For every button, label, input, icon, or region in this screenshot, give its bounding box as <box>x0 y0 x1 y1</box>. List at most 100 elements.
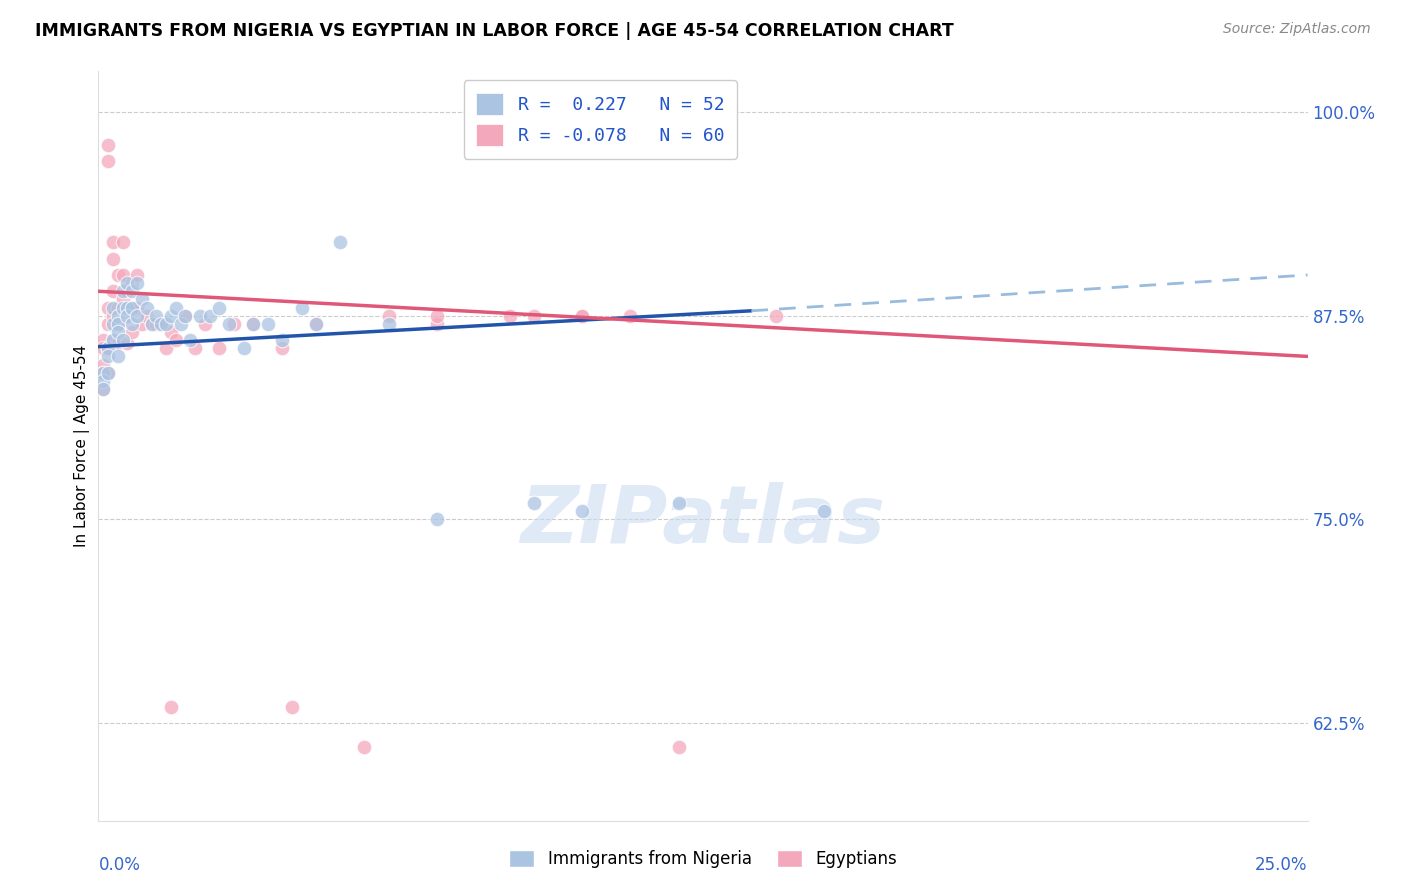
Point <box>242 317 264 331</box>
Point <box>222 317 245 331</box>
Point <box>194 317 217 331</box>
Point <box>101 235 124 250</box>
Point <box>107 317 129 331</box>
Point <box>256 317 278 331</box>
Point <box>155 341 177 355</box>
Point <box>141 317 163 331</box>
Y-axis label: In Labor Force | Age 45-54: In Labor Force | Age 45-54 <box>75 345 90 547</box>
Point <box>91 358 114 372</box>
Point <box>174 309 197 323</box>
Point <box>127 276 149 290</box>
Point <box>127 309 149 323</box>
Legend: Immigrants from Nigeria, Egyptians: Immigrants from Nigeria, Egyptians <box>502 843 904 875</box>
Point <box>668 496 690 510</box>
Point <box>117 285 139 299</box>
Point <box>145 309 167 323</box>
Point <box>101 333 124 347</box>
Point <box>91 366 114 380</box>
Point <box>165 301 187 315</box>
Point <box>208 301 231 315</box>
Point <box>377 309 399 323</box>
Point <box>111 333 134 347</box>
Point <box>111 285 134 299</box>
Point <box>101 285 124 299</box>
Point <box>426 512 449 526</box>
Point <box>160 325 183 339</box>
Point <box>208 341 231 355</box>
Point <box>160 309 183 323</box>
Point <box>184 341 207 355</box>
Point <box>377 317 399 331</box>
Point <box>169 317 191 331</box>
Point <box>179 333 201 347</box>
Point <box>97 137 120 152</box>
Point <box>426 309 449 323</box>
Point <box>97 301 120 315</box>
Point <box>131 317 153 331</box>
Point <box>117 301 139 315</box>
Point <box>91 382 114 396</box>
Point <box>353 740 375 755</box>
Point <box>145 317 167 331</box>
Point <box>305 317 328 331</box>
Point <box>571 504 593 518</box>
Point <box>101 317 124 331</box>
Point <box>571 309 593 323</box>
Point <box>271 333 294 347</box>
Point <box>91 374 114 388</box>
Point <box>101 309 124 323</box>
Point <box>121 317 143 331</box>
Point <box>91 341 114 355</box>
Text: ZIPatlas: ZIPatlas <box>520 482 886 560</box>
Point <box>121 285 143 299</box>
Point <box>111 268 134 282</box>
Point <box>198 309 221 323</box>
Point <box>155 317 177 331</box>
Text: 0.0%: 0.0% <box>98 856 141 874</box>
Legend: R =  0.227   N = 52, R = -0.078   N = 60: R = 0.227 N = 52, R = -0.078 N = 60 <box>464 80 737 159</box>
Point <box>271 341 294 355</box>
Point <box>242 317 264 331</box>
Point <box>121 325 143 339</box>
Point <box>523 496 546 510</box>
Point <box>117 276 139 290</box>
Point <box>91 333 114 347</box>
Point <box>619 309 641 323</box>
Point <box>117 336 139 351</box>
Point <box>329 235 352 250</box>
Point <box>111 301 134 315</box>
Point <box>97 341 120 355</box>
Point <box>97 366 120 380</box>
Point <box>91 382 114 396</box>
Point <box>97 153 120 168</box>
Point <box>107 268 129 282</box>
Text: IMMIGRANTS FROM NIGERIA VS EGYPTIAN IN LABOR FORCE | AGE 45-54 CORRELATION CHART: IMMIGRANTS FROM NIGERIA VS EGYPTIAN IN L… <box>35 22 953 40</box>
Point <box>107 317 129 331</box>
Text: Source: ZipAtlas.com: Source: ZipAtlas.com <box>1223 22 1371 37</box>
Point <box>150 317 173 331</box>
Point <box>813 504 835 518</box>
Point <box>121 276 143 290</box>
Point <box>135 309 157 323</box>
Point <box>97 317 120 331</box>
Point <box>290 301 312 315</box>
Point <box>117 309 139 323</box>
Point <box>107 325 129 339</box>
Point <box>107 336 129 351</box>
Point <box>218 317 240 331</box>
Point <box>668 740 690 755</box>
Point <box>150 317 173 331</box>
Point <box>117 309 139 323</box>
Point <box>91 366 114 380</box>
Point <box>571 309 593 323</box>
Point <box>498 309 520 323</box>
Text: 25.0%: 25.0% <box>1256 856 1308 874</box>
Point <box>97 350 120 364</box>
Point <box>101 301 124 315</box>
Point <box>160 699 183 714</box>
Point <box>107 309 129 323</box>
Point <box>107 350 129 364</box>
Point <box>523 309 546 323</box>
Point <box>281 699 304 714</box>
Point <box>121 301 143 315</box>
